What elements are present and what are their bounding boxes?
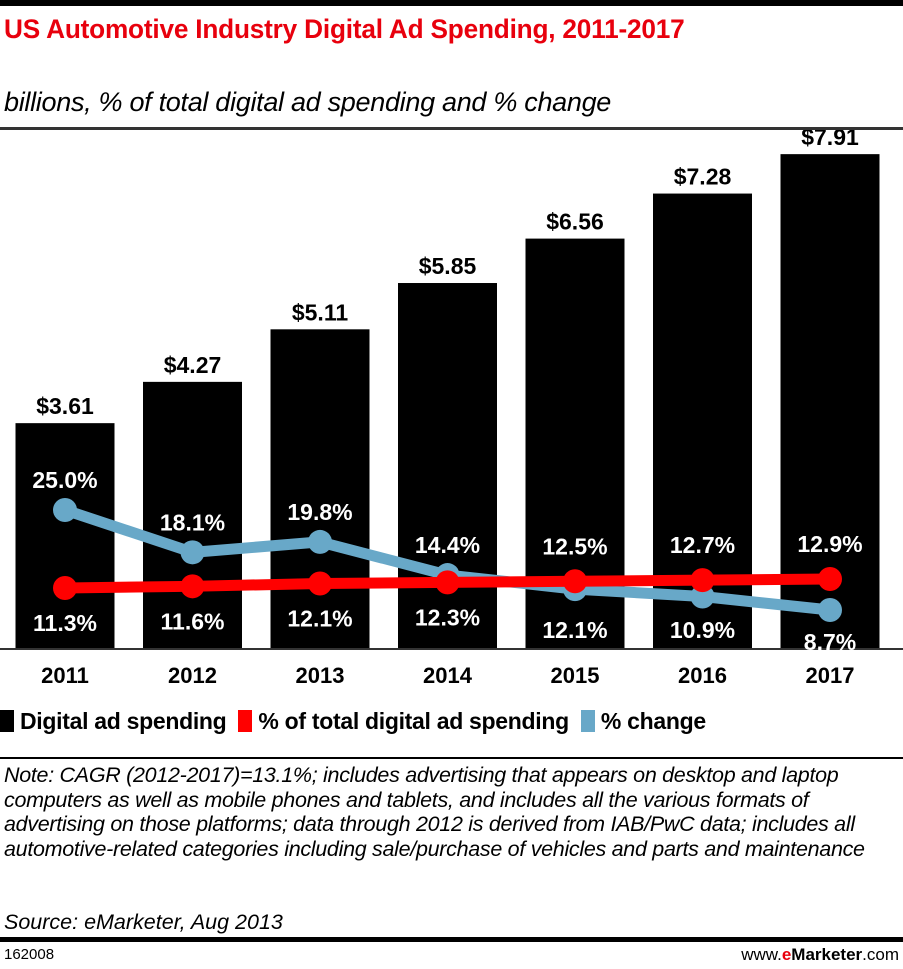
pct-change-label-2011: 25.0% <box>32 467 97 493</box>
pct-change-label-2013: 19.8% <box>287 499 352 525</box>
chart-title: US Automotive Industry Digital Ad Spendi… <box>4 14 685 44</box>
pct-of-total-point-2011 <box>53 576 77 600</box>
brand-prefix: www. <box>741 945 782 964</box>
pct-of-total-point-2016 <box>690 568 715 593</box>
legend-swatch-spending <box>0 710 14 732</box>
legend-item-spending: Digital ad spending <box>0 707 227 735</box>
chart-note: Note: CAGR (2012-2017)=13.1%; includes a… <box>4 763 865 861</box>
bar-value-label-2011: $3.61 <box>36 393 94 419</box>
legend-swatch-change <box>580 710 595 732</box>
x-tick-label-2011: 2011 <box>41 663 89 688</box>
brand-e: e <box>781 945 792 964</box>
pct-change-label-2015: 12.1% <box>542 617 607 643</box>
pct-change-point-2011 <box>53 498 77 522</box>
bar-value-label-2012: $4.27 <box>164 352 222 378</box>
chart-plot: $3.61 2011 $4.27 2012 $5.11 2013 $5.85 2014 $6.5… <box>0 130 903 688</box>
pct-of-total-label-2014: 12.3% <box>415 604 480 630</box>
pct-of-total-point-2013 <box>308 571 332 596</box>
legend: Digital ad spending % of total digital a… <box>0 703 903 739</box>
x-tick-label-2012: 2012 <box>168 663 217 688</box>
pct-of-total-label-2016: 12.7% <box>670 532 735 558</box>
x-tick-label-2015: 2015 <box>551 663 600 688</box>
footer-divider <box>0 937 903 942</box>
pct-of-total-point-2012 <box>180 574 205 599</box>
lines-layer <box>53 498 842 622</box>
legend-label-change: % change <box>600 707 706 734</box>
labels-layer: $3.61 2011 $4.27 2012 $5.11 2013 $5.85 2014 $6.5… <box>32 130 862 688</box>
chart-id: 162008 <box>4 946 55 963</box>
pct-of-total-point-2015 <box>563 569 587 594</box>
bar-2011 <box>15 423 115 649</box>
pct-change-label-2016: 10.9% <box>670 617 735 643</box>
bar-value-label-2016: $7.28 <box>674 164 732 190</box>
chart-subtitle: billions, % of total digital ad spending… <box>4 87 612 117</box>
pct-change-point-2012 <box>180 540 205 565</box>
x-tick-label-2017: 2017 <box>806 663 855 688</box>
pct-of-total-label-2012: 11.6% <box>161 608 225 634</box>
legend-swatch-share <box>238 710 253 732</box>
bar-2017 <box>780 154 880 649</box>
pct-of-total-label-2013: 12.1% <box>287 606 352 632</box>
bar-2012 <box>143 381 242 649</box>
brand-url[interactable]: www.eMarketer.com <box>741 945 899 965</box>
bar-value-label-2017: $7.91 <box>801 130 859 150</box>
brand-name: Marketer <box>791 945 863 964</box>
pct-of-total-label-2015: 12.5% <box>542 533 607 559</box>
pct-change-point-2017 <box>818 598 842 622</box>
header-divider <box>0 127 903 130</box>
pct-of-total-label-2011: 11.3% <box>33 610 97 636</box>
pct-of-total-point-2014 <box>435 570 460 595</box>
bar-value-label-2015: $6.56 <box>546 209 604 235</box>
x-tick-label-2016: 2016 <box>678 663 727 688</box>
bar-value-label-2014: $5.85 <box>419 253 477 279</box>
pct-of-total-label-2017: 12.9% <box>797 531 862 557</box>
x-tick-label-2014: 2014 <box>423 663 473 688</box>
top-rule <box>0 0 903 6</box>
pct-of-total-point-2017 <box>818 567 842 591</box>
brand-suffix: .com <box>862 945 899 964</box>
x-tick-label-2013: 2013 <box>296 663 345 688</box>
pct-change-label-2012: 18.1% <box>160 509 225 535</box>
bar-2013 <box>270 329 370 649</box>
pct-change-point-2013 <box>308 529 332 554</box>
legend-item-share: % of total digital ad spending <box>238 707 569 735</box>
legend-label-spending: Digital ad spending <box>20 707 227 734</box>
legend-label-share: % of total digital ad spending <box>258 707 569 734</box>
note-divider <box>0 757 903 759</box>
legend-item-change: % change <box>580 707 706 735</box>
chart-source: Source: eMarketer, Aug 2013 <box>4 910 283 934</box>
bar-value-label-2013: $5.11 <box>292 299 348 325</box>
pct-change-label-2017: 8.7% <box>804 629 856 655</box>
pct-change-label-2014: 14.4% <box>415 532 480 558</box>
